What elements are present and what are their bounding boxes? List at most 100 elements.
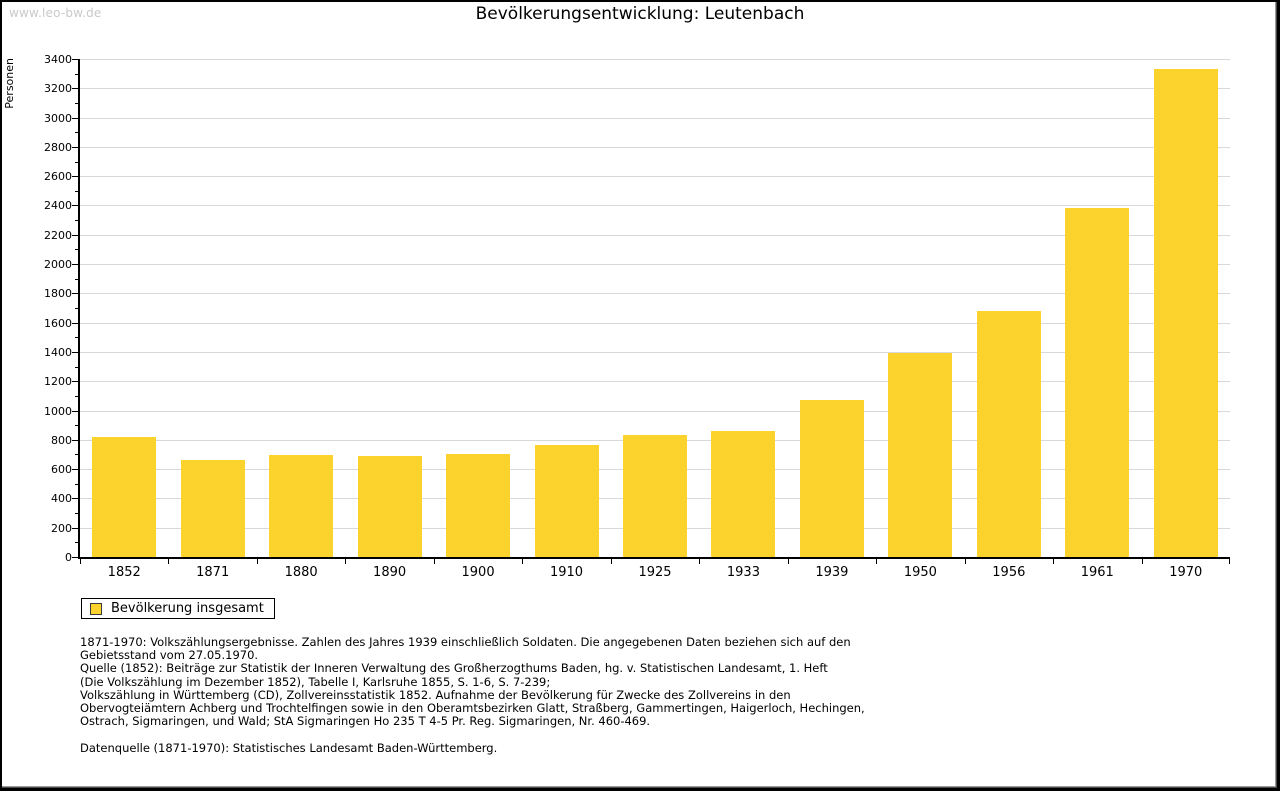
bar — [1065, 208, 1129, 557]
x-tick-label: 1910 — [549, 565, 584, 580]
gridline — [80, 293, 1230, 294]
bar — [711, 431, 775, 557]
legend: Bevölkerung insgesamt — [81, 598, 275, 619]
y-tick-label: 400 — [51, 492, 72, 506]
y-tick-major — [72, 411, 78, 412]
bar — [977, 311, 1041, 557]
x-tick — [1053, 559, 1054, 564]
y-tick-label: 3200 — [44, 82, 72, 96]
x-tick-label: 1852 — [107, 565, 141, 580]
y-tick-label: 2200 — [44, 228, 72, 242]
y-tick-label: 1200 — [44, 375, 72, 389]
y-tick-label: 0 — [65, 551, 72, 564]
x-tick-label: 1880 — [284, 565, 318, 580]
x-tick-label: 1970 — [1169, 565, 1203, 580]
y-tick-major — [72, 293, 78, 294]
x-tick — [1229, 559, 1230, 564]
y-tick-major — [72, 557, 78, 558]
y-tick-major — [72, 528, 78, 529]
footer-line: (Die Volkszählung im Dezember 1852), Tab… — [80, 674, 551, 689]
bar — [181, 460, 245, 557]
y-tick-label: 2600 — [44, 170, 72, 184]
y-tick-label: 1400 — [44, 345, 72, 359]
y-tick-label: 3000 — [44, 111, 72, 125]
bar — [269, 455, 333, 557]
watermark: www.leo-bw.de — [9, 6, 102, 20]
legend-swatch — [90, 602, 102, 615]
x-tick — [522, 559, 523, 564]
x-tick — [611, 559, 612, 564]
y-tick-major — [72, 469, 78, 470]
x-tick — [876, 559, 877, 564]
footer-line: Ostrach, Sigmaringen, und Wald; StA Sigm… — [80, 714, 651, 729]
page-title: Bevölkerungsentwicklung: Leutenbach — [475, 4, 805, 24]
y-tick-minor — [75, 542, 78, 543]
y-tick-minor — [75, 308, 78, 309]
y-tick-minor — [75, 279, 78, 280]
x-tick — [434, 559, 435, 564]
y-tick-major — [72, 235, 78, 236]
y-tick-minor — [75, 484, 78, 485]
gridline — [80, 381, 1230, 382]
y-tick-label: 1000 — [44, 404, 72, 418]
gridline — [80, 59, 1230, 60]
legend-label: Bevölkerung insgesamt — [111, 601, 264, 616]
x-tick-label: 1939 — [815, 565, 849, 580]
plot-area — [78, 59, 1230, 559]
y-tick-label: 800 — [51, 433, 72, 447]
y-tick-label: 2000 — [44, 258, 72, 272]
y-tick-major — [72, 498, 78, 499]
gridline — [80, 323, 1230, 324]
y-tick-major — [72, 176, 78, 177]
x-tick-label: 1933 — [726, 565, 760, 580]
y-tick-minor — [75, 249, 78, 250]
gridline — [80, 88, 1230, 89]
y-tick-label: 200 — [51, 521, 72, 535]
bar — [358, 456, 422, 557]
footer-line: Obervogteiämtern Achberg und Trochtelfin… — [80, 701, 865, 716]
bar — [1154, 69, 1218, 557]
footer-line: Gebietsstand vom 27.05.1970. — [80, 648, 259, 663]
x-tick-label: 1950 — [903, 565, 937, 580]
y-tick-label: 3400 — [44, 53, 72, 66]
y-tick-minor — [75, 191, 78, 192]
y-tick-label: 1600 — [44, 316, 72, 330]
y-tick-minor — [75, 513, 78, 514]
y-tick-major — [72, 381, 78, 382]
footer-line: 1871-1970: Volkszählungsergebnisse. Zahl… — [80, 635, 851, 649]
y-tick-minor — [75, 337, 78, 338]
y-tick-major — [72, 118, 78, 119]
bar — [535, 445, 599, 557]
y-tick-minor — [75, 396, 78, 397]
y-tick-minor — [75, 74, 78, 75]
y-tick-minor — [75, 367, 78, 368]
y-tick-major — [72, 205, 78, 206]
x-tick-label: 1900 — [461, 565, 495, 580]
y-tick-major — [72, 352, 78, 353]
y-tick-minor — [75, 162, 78, 163]
x-tick — [788, 559, 789, 564]
y-tick-major — [72, 59, 78, 60]
y-tick-label: 1800 — [44, 287, 72, 301]
x-tick-label: 1871 — [196, 565, 230, 580]
x-tick-label: 1956 — [992, 565, 1026, 580]
bar — [446, 454, 510, 557]
y-tick-label: 600 — [51, 463, 72, 477]
gridline — [80, 264, 1230, 265]
x-tick-label: 1961 — [1080, 565, 1114, 580]
bar — [888, 353, 952, 557]
y-tick-label: 2400 — [44, 199, 72, 213]
x-tick — [345, 559, 346, 564]
gridline — [80, 235, 1230, 236]
footer-line: Volkszählung in Württemberg (CD), Zollve… — [80, 687, 791, 702]
x-tick — [80, 559, 81, 564]
footer-notes: 1871-1970: Volkszählungsergebnisse. Zahl… — [80, 635, 1190, 729]
gridline — [80, 352, 1230, 353]
bar — [800, 400, 864, 557]
gridline — [80, 205, 1230, 206]
gridline — [80, 411, 1230, 412]
gridline — [80, 147, 1230, 148]
y-tick-minor — [75, 425, 78, 426]
y-tick-minor — [75, 220, 78, 221]
